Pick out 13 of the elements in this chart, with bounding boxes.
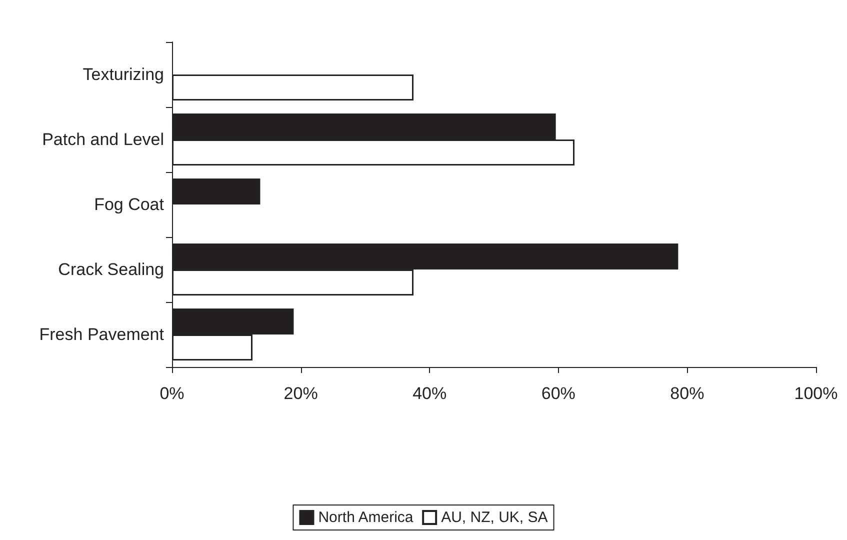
y-tick-label: Patch and Level — [42, 130, 164, 149]
legend-label: North America — [318, 509, 414, 526]
y-tick-label: Texturizing — [82, 65, 164, 84]
y-tick-label: Fog Coat — [94, 195, 164, 214]
x-tick-label: 60% — [541, 384, 576, 403]
x-tick-label: 20% — [284, 384, 318, 403]
y-tick-label: Fresh Pavement — [39, 325, 164, 344]
x-tick-label: 80% — [670, 384, 704, 403]
y-tick-label: Crack Sealing — [58, 260, 164, 279]
legend-label: AU, NZ, UK, SA — [441, 509, 548, 526]
x-tick-label: 100% — [794, 384, 838, 403]
x-tick-label: 0% — [160, 384, 184, 403]
x-tick-label: 40% — [412, 384, 447, 403]
